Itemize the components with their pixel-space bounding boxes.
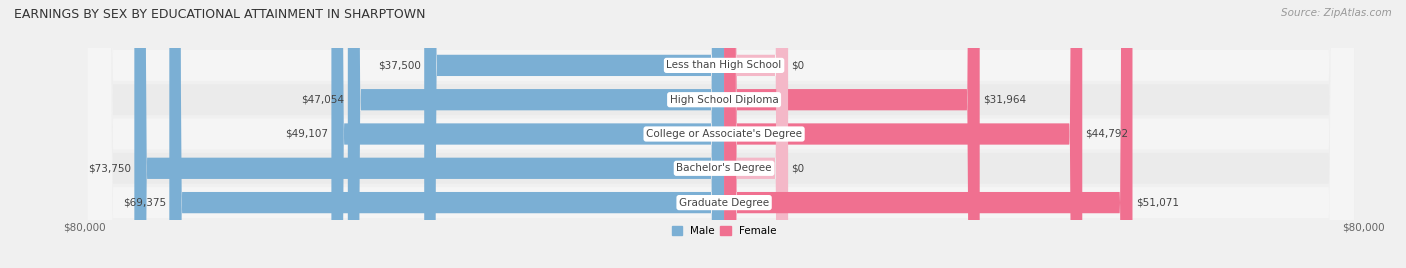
Text: Bachelor's Degree: Bachelor's Degree (676, 163, 772, 173)
Text: $69,375: $69,375 (122, 198, 166, 208)
Text: Graduate Degree: Graduate Degree (679, 198, 769, 208)
Text: $73,750: $73,750 (89, 163, 131, 173)
FancyBboxPatch shape (724, 0, 1083, 268)
Text: Less than High School: Less than High School (666, 60, 782, 70)
Text: $49,107: $49,107 (285, 129, 328, 139)
Text: $44,792: $44,792 (1085, 129, 1129, 139)
Text: High School Diploma: High School Diploma (669, 95, 779, 105)
Text: $51,071: $51,071 (1136, 198, 1178, 208)
FancyBboxPatch shape (87, 0, 1354, 268)
Text: $47,054: $47,054 (302, 95, 344, 105)
FancyBboxPatch shape (724, 0, 1132, 268)
FancyBboxPatch shape (87, 0, 1354, 268)
FancyBboxPatch shape (724, 0, 787, 268)
Text: $0: $0 (792, 163, 804, 173)
Text: $37,500: $37,500 (378, 60, 420, 70)
FancyBboxPatch shape (87, 0, 1354, 268)
FancyBboxPatch shape (332, 0, 724, 268)
FancyBboxPatch shape (425, 0, 724, 268)
FancyBboxPatch shape (87, 0, 1354, 268)
Text: Source: ZipAtlas.com: Source: ZipAtlas.com (1281, 8, 1392, 18)
FancyBboxPatch shape (169, 0, 724, 268)
Text: $0: $0 (792, 60, 804, 70)
FancyBboxPatch shape (724, 0, 980, 268)
Text: EARNINGS BY SEX BY EDUCATIONAL ATTAINMENT IN SHARPTOWN: EARNINGS BY SEX BY EDUCATIONAL ATTAINMEN… (14, 8, 426, 21)
FancyBboxPatch shape (724, 0, 787, 268)
Text: College or Associate's Degree: College or Associate's Degree (647, 129, 801, 139)
FancyBboxPatch shape (347, 0, 724, 268)
Text: $31,964: $31,964 (983, 95, 1026, 105)
FancyBboxPatch shape (135, 0, 724, 268)
Legend: Male, Female: Male, Female (668, 222, 780, 240)
FancyBboxPatch shape (87, 0, 1354, 268)
